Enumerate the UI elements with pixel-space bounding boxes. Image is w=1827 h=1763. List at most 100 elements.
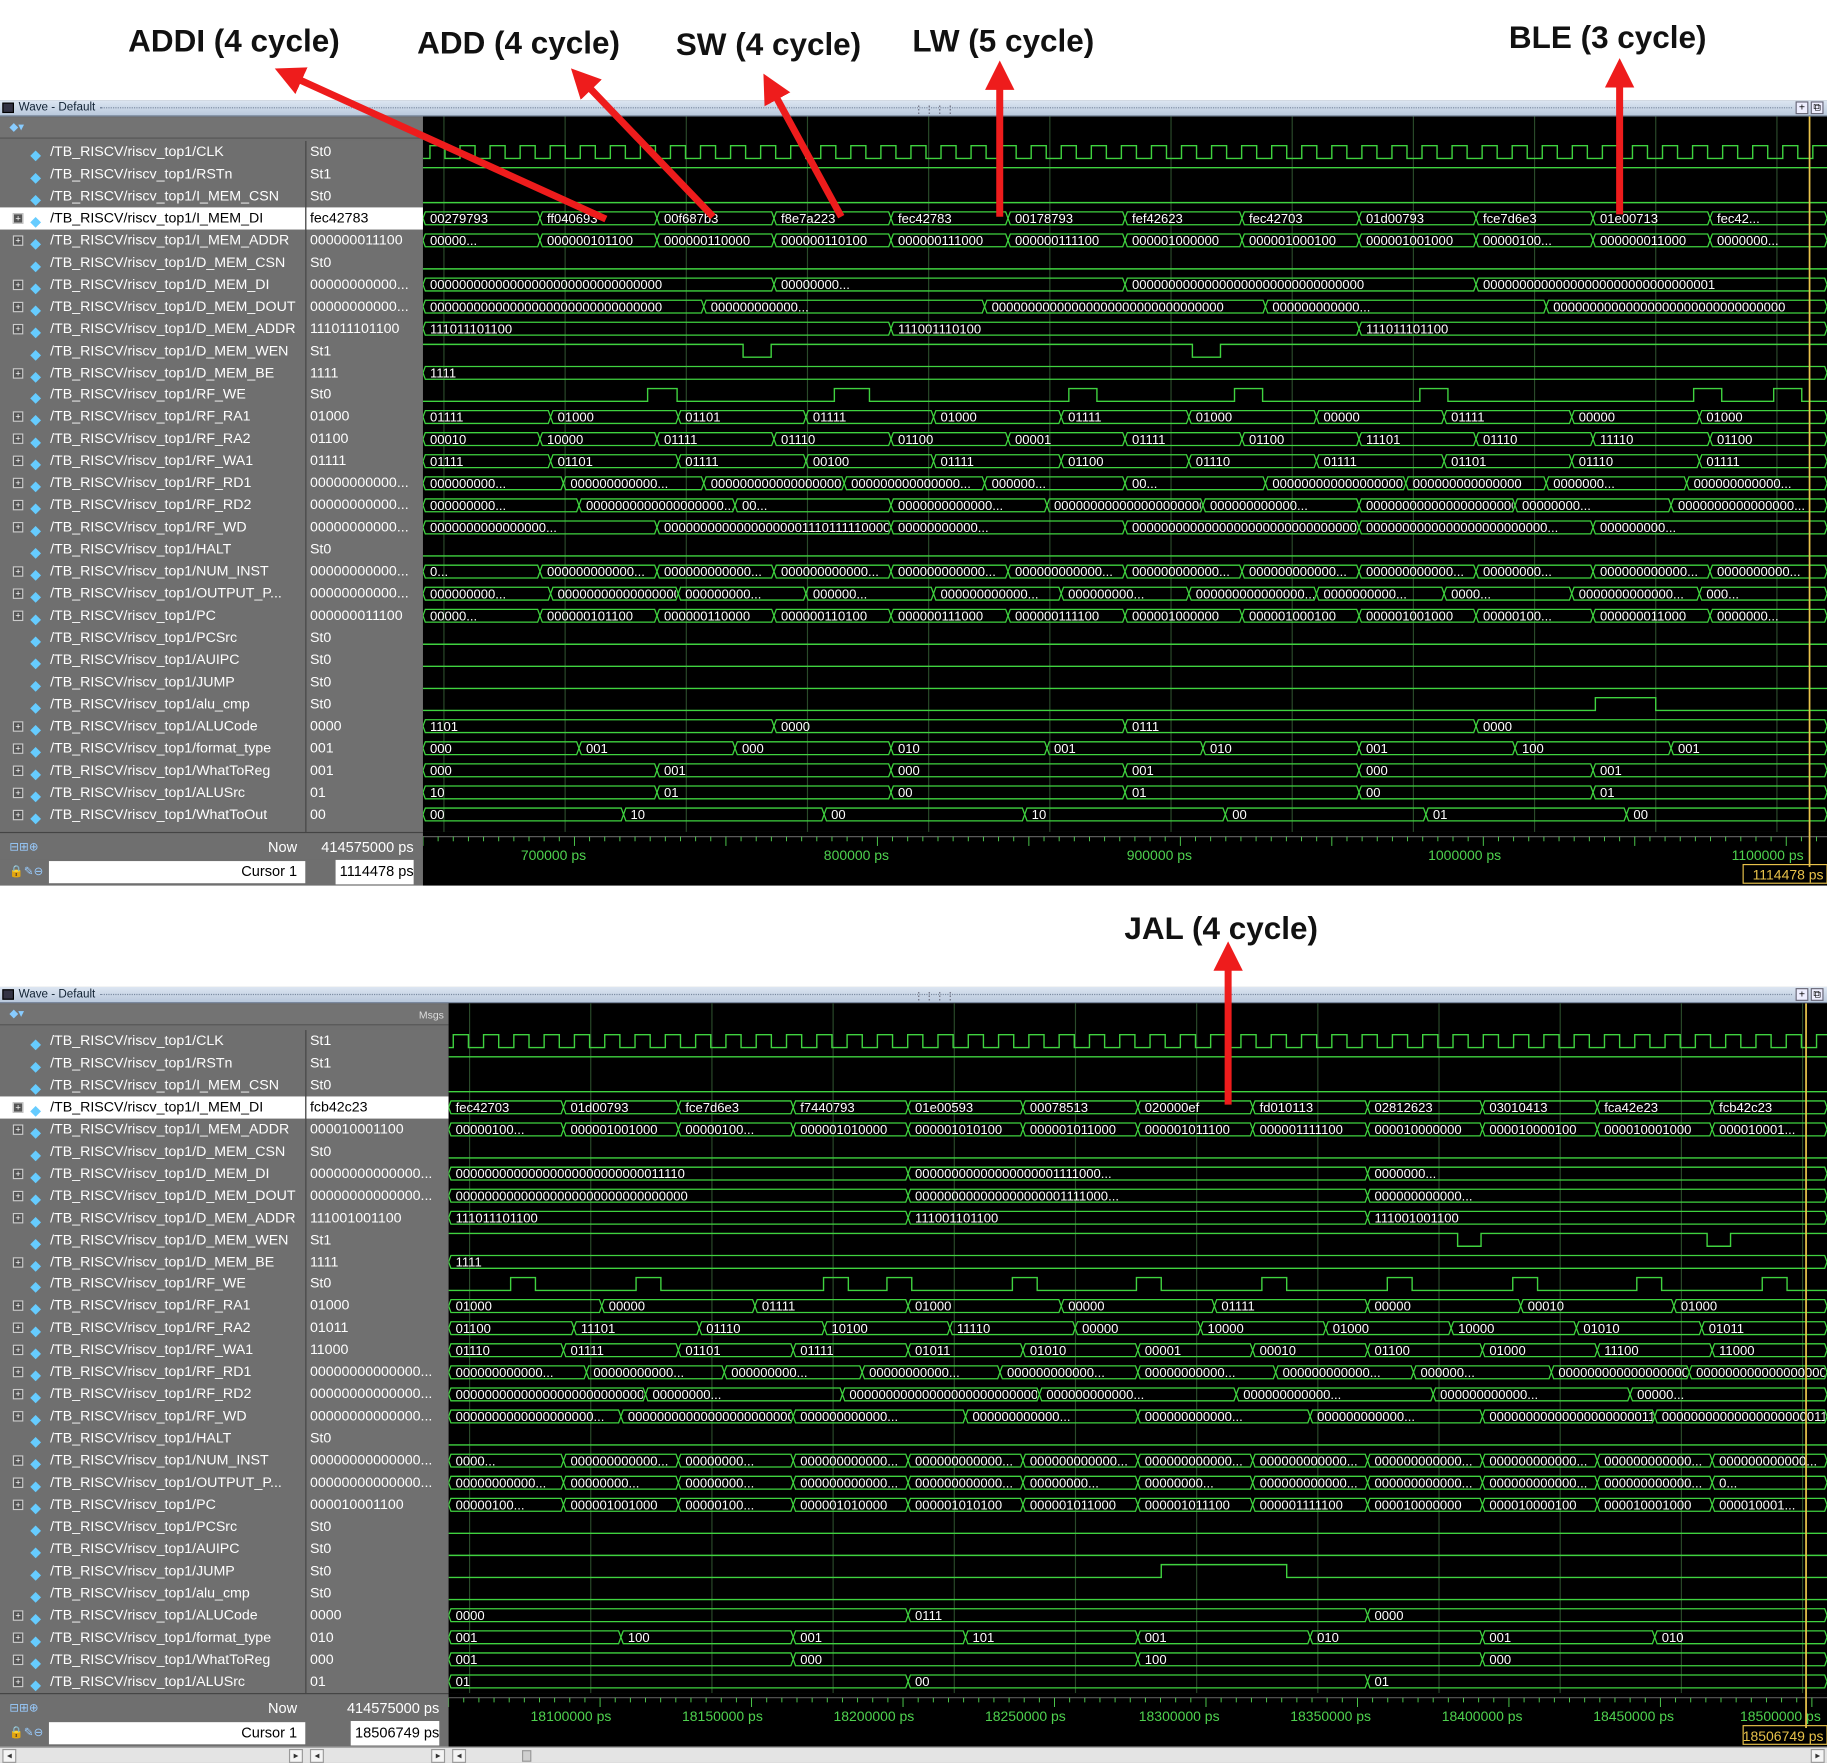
zoom-tools-icon[interactable]: ⊟⊞⊕ — [9, 1702, 39, 1716]
signal-row[interactable]: ◆ /TB_RISCV/riscv_top1/alu_cmp — [0, 1582, 305, 1604]
signal-row[interactable]: ◆ /TB_RISCV/riscv_top1/RF_WE — [0, 1273, 305, 1295]
expand-icon[interactable]: + — [12, 1124, 24, 1135]
signal-row[interactable]: + ◆ /TB_RISCV/riscv_top1/D_MEM_ADDR — [0, 318, 305, 340]
signal-row[interactable]: + ◆ /TB_RISCV/riscv_top1/I_MEM_ADDR — [0, 229, 305, 251]
scroll-arrow-button[interactable]: ◂ — [452, 1748, 467, 1763]
expand-icon[interactable]: + — [12, 1654, 24, 1665]
expand-icon[interactable]: + — [12, 522, 24, 533]
signal-row[interactable]: + ◆ /TB_RISCV/riscv_top1/ALUSrc — [0, 781, 305, 803]
expand-icon[interactable]: + — [12, 809, 24, 820]
signal-row[interactable]: + ◆ /TB_RISCV/riscv_top1/RF_WD — [0, 1405, 305, 1428]
signal-row[interactable]: ◆ /TB_RISCV/riscv_top1/I_MEM_CSN — [0, 1074, 305, 1097]
signal-row[interactable]: ◆ /TB_RISCV/riscv_top1/AUIPC — [0, 1538, 305, 1560]
signal-row[interactable]: + ◆ /TB_RISCV/riscv_top1/RF_RA1 — [0, 1295, 305, 1317]
expand-icon[interactable]: + — [12, 1411, 24, 1422]
undock-button[interactable]: ⧉ — [1810, 101, 1824, 115]
expand-icon[interactable]: + — [12, 213, 24, 224]
scroll-thumb[interactable] — [522, 1750, 532, 1762]
signal-row[interactable]: + ◆ /TB_RISCV/riscv_top1/RF_WA1 — [0, 450, 305, 472]
signal-row[interactable]: + ◆ /TB_RISCV/riscv_top1/RF_WA1 — [0, 1339, 305, 1361]
expand-icon[interactable]: + — [12, 478, 24, 489]
signal-row[interactable]: + ◆ /TB_RISCV/riscv_top1/PC — [0, 1494, 305, 1516]
expand-icon[interactable]: + — [12, 1322, 24, 1334]
signal-row[interactable]: + ◆ /TB_RISCV/riscv_top1/D_MEM_BE — [0, 1251, 305, 1273]
signal-row[interactable]: ◆ /TB_RISCV/riscv_top1/HALT — [0, 1427, 305, 1450]
signal-row[interactable]: + ◆ /TB_RISCV/riscv_top1/WhatToOut — [0, 803, 305, 826]
expand-icon[interactable]: + — [12, 1632, 24, 1643]
signal-row[interactable]: + ◆ /TB_RISCV/riscv_top1/PC — [0, 605, 305, 627]
signal-row[interactable]: ◆ /TB_RISCV/riscv_top1/D_MEM_WEN — [0, 1229, 305, 1251]
expand-icon[interactable]: + — [12, 301, 24, 312]
signal-row[interactable]: + ◆ /TB_RISCV/riscv_top1/NUM_INST — [0, 561, 305, 583]
signal-row[interactable]: ◆ /TB_RISCV/riscv_top1/JUMP — [0, 671, 305, 693]
signal-row[interactable]: ◆ /TB_RISCV/riscv_top1/PCSrc — [0, 627, 305, 649]
signal-row[interactable]: ◆ /TB_RISCV/riscv_top1/AUIPC — [0, 649, 305, 671]
cursor-lock-icon[interactable]: 🔒✎⊖ — [9, 1726, 44, 1740]
signal-row[interactable]: + ◆ /TB_RISCV/riscv_top1/RF_WD — [0, 516, 305, 538]
expand-icon[interactable]: + — [12, 765, 24, 776]
expand-icon[interactable]: + — [12, 433, 24, 445]
expand-icon[interactable]: + — [12, 1455, 24, 1466]
signal-row[interactable]: ◆ /TB_RISCV/riscv_top1/D_MEM_CSN — [0, 251, 305, 274]
signal-row[interactable]: ◆ /TB_RISCV/riscv_top1/JUMP — [0, 1560, 305, 1582]
signal-row[interactable]: ◆ /TB_RISCV/riscv_top1/RSTn — [0, 1052, 305, 1074]
signal-row[interactable]: + ◆ /TB_RISCV/riscv_top1/format_type — [0, 1626, 305, 1648]
signal-row[interactable]: + ◆ /TB_RISCV/riscv_top1/OUTPUT_P... — [0, 583, 305, 605]
horizontal-scrollbars[interactable]: ◂ ▸ ◂ ▸ ◂ ▸ — [0, 1746, 1827, 1763]
signal-row[interactable]: + ◆ /TB_RISCV/riscv_top1/ALUCode — [0, 1604, 305, 1626]
signal-row[interactable]: + ◆ /TB_RISCV/riscv_top1/D_MEM_ADDR — [0, 1207, 305, 1229]
signal-row[interactable]: + ◆ /TB_RISCV/riscv_top1/ALUSrc — [0, 1670, 305, 1693]
drag-grip-icon[interactable]: ⋮⋮⋮⋮ — [913, 990, 956, 1003]
scroll-arrow-button[interactable]: ▸ — [288, 1748, 303, 1763]
expand-icon[interactable]: + — [12, 1609, 24, 1621]
cursor-label-box[interactable] — [48, 861, 306, 884]
signal-row[interactable]: ◆ /TB_RISCV/riscv_top1/alu_cmp — [0, 693, 305, 715]
cursor-row[interactable]: 🔒✎⊖ Cursor 1 18506749 ps — [0, 1721, 449, 1746]
expand-icon[interactable]: + — [12, 1344, 24, 1356]
expand-icon[interactable]: + — [12, 1676, 24, 1687]
signal-row[interactable]: + ◆ /TB_RISCV/riscv_top1/D_MEM_DI — [0, 1163, 305, 1185]
dock-button[interactable]: + — [1795, 101, 1809, 115]
signal-row[interactable]: + ◆ /TB_RISCV/riscv_top1/OUTPUT_P... — [0, 1472, 305, 1494]
signal-row[interactable]: + ◆ /TB_RISCV/riscv_top1/WhatToReg — [0, 1648, 305, 1670]
signal-row[interactable]: + ◆ /TB_RISCV/riscv_top1/RF_RA2 — [0, 1317, 305, 1339]
expand-icon[interactable]: + — [12, 1389, 24, 1400]
signal-tree-icon[interactable]: ◆▾ — [9, 1007, 25, 1021]
signal-row[interactable]: ◆ /TB_RISCV/riscv_top1/RF_WE — [0, 384, 305, 406]
expand-icon[interactable]: + — [12, 1168, 24, 1179]
cursor-label-box[interactable] — [48, 1722, 306, 1745]
expand-icon[interactable]: + — [12, 1102, 24, 1113]
signal-row[interactable]: ◆ /TB_RISCV/riscv_top1/I_MEM_CSN — [0, 185, 305, 207]
signal-row[interactable]: + ◆ /TB_RISCV/riscv_top1/RF_RD1 — [0, 472, 305, 494]
signal-row[interactable]: + ◆ /TB_RISCV/riscv_top1/RF_RA1 — [0, 406, 305, 428]
signal-row[interactable]: ◆ /TB_RISCV/riscv_top1/RSTn — [0, 163, 305, 185]
expand-icon[interactable]: + — [12, 1367, 24, 1378]
expand-icon[interactable]: + — [12, 323, 24, 334]
expand-icon[interactable]: + — [12, 1256, 24, 1268]
signal-row[interactable]: + ◆ /TB_RISCV/riscv_top1/I_MEM_DI — [0, 207, 306, 230]
signal-row[interactable]: + ◆ /TB_RISCV/riscv_top1/RF_RD2 — [0, 1383, 305, 1405]
expand-icon[interactable]: + — [12, 787, 24, 798]
expand-icon[interactable]: + — [12, 455, 24, 467]
expand-icon[interactable]: + — [12, 1499, 24, 1511]
scroll-arrow-button[interactable]: ◂ — [2, 1748, 17, 1763]
signal-row[interactable]: + ◆ /TB_RISCV/riscv_top1/D_MEM_BE — [0, 362, 305, 384]
undock-button[interactable]: ⧉ — [1810, 988, 1824, 1001]
signal-row[interactable]: + ◆ /TB_RISCV/riscv_top1/RF_RD2 — [0, 494, 305, 516]
cursor-lock-icon[interactable]: 🔒✎⊖ — [9, 865, 44, 879]
signal-row[interactable]: + ◆ /TB_RISCV/riscv_top1/D_MEM_DOUT — [0, 296, 305, 318]
waveform-area[interactable]: 00279793 ff040693 00f687b3 f8e7a223 fec42783… — [422, 116, 1827, 832]
signal-row[interactable]: + ◆ /TB_RISCV/riscv_top1/I_MEM_DI — [0, 1096, 306, 1119]
cursor-row[interactable]: 🔒✎⊖ Cursor 1 1114478 ps — [0, 859, 423, 885]
expand-icon[interactable]: + — [12, 500, 24, 511]
expand-icon[interactable]: + — [12, 367, 24, 379]
signal-row[interactable]: + ◆ /TB_RISCV/riscv_top1/D_MEM_DI — [0, 273, 305, 296]
signal-row[interactable]: + ◆ /TB_RISCV/riscv_top1/NUM_INST — [0, 1450, 305, 1472]
signal-row[interactable]: + ◆ /TB_RISCV/riscv_top1/D_MEM_DOUT — [0, 1185, 305, 1207]
expand-icon[interactable]: + — [12, 588, 24, 599]
expand-icon[interactable]: + — [12, 1190, 24, 1201]
signal-row[interactable]: ◆ /TB_RISCV/riscv_top1/D_MEM_CSN — [0, 1140, 305, 1163]
expand-icon[interactable]: + — [12, 1212, 24, 1223]
signal-row[interactable]: ◆ /TB_RISCV/riscv_top1/D_MEM_WEN — [0, 340, 305, 362]
signal-row[interactable]: + ◆ /TB_RISCV/riscv_top1/RF_RA2 — [0, 428, 305, 450]
